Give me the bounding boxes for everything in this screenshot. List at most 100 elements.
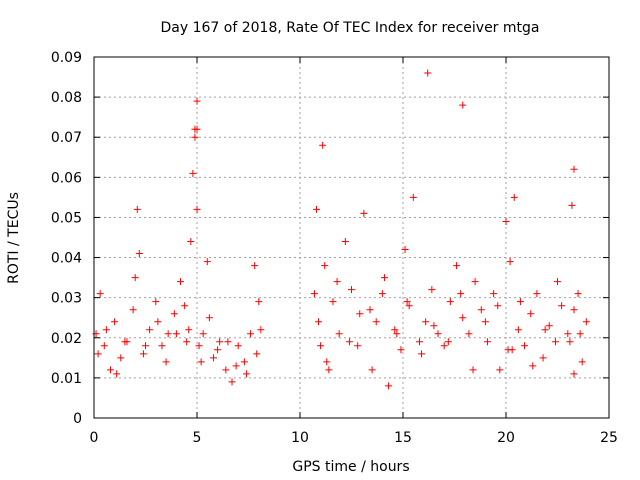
data-point [529, 362, 537, 370]
data-point [465, 330, 473, 338]
data-point [378, 290, 386, 298]
data-point [516, 298, 524, 306]
data-point [335, 330, 343, 338]
data-point [558, 302, 566, 310]
y-tick-label: 0.08 [51, 90, 82, 106]
data-point [170, 310, 178, 318]
data-point [368, 366, 376, 374]
data-point [329, 298, 337, 306]
data-point [424, 69, 432, 77]
data-point [393, 330, 401, 338]
data-point [154, 318, 162, 326]
data-point [533, 290, 541, 298]
data-point [356, 310, 364, 318]
data-point [94, 350, 102, 358]
data-point [372, 318, 380, 326]
data-point [181, 302, 189, 310]
grid-lines [94, 57, 609, 418]
data-point [228, 378, 236, 386]
data-point [251, 262, 259, 270]
y-tick-label: 0.05 [51, 210, 82, 226]
data-point [242, 370, 250, 378]
y-tick-label: 0.04 [51, 251, 82, 267]
data-point [106, 366, 114, 374]
x-tick-label: 15 [394, 430, 412, 446]
data-points [92, 69, 590, 390]
data-point [131, 274, 139, 282]
data-point [187, 238, 195, 246]
data-point [214, 346, 222, 354]
data-point [434, 330, 442, 338]
data-point [409, 193, 417, 201]
data-point [496, 366, 504, 374]
x-tick-label: 10 [291, 430, 309, 446]
data-point [494, 302, 502, 310]
data-point [415, 338, 423, 346]
data-point [471, 278, 479, 286]
data-point [96, 290, 104, 298]
data-point [403, 298, 411, 306]
x-tick-labels: 0 5 10 15 20 25 [90, 430, 618, 446]
data-point [197, 358, 205, 366]
data-point [446, 298, 454, 306]
data-point [405, 302, 413, 310]
data-point [422, 318, 430, 326]
data-point [440, 342, 448, 350]
data-point [185, 326, 193, 334]
data-point [152, 298, 160, 306]
data-point [158, 342, 166, 350]
data-point [360, 209, 368, 217]
data-point [253, 350, 261, 358]
chart-title: Day 167 of 2018, Rate Of TEC Index for r… [161, 20, 540, 36]
data-point [321, 262, 329, 270]
data-point [193, 125, 201, 133]
data-point [514, 326, 522, 334]
data-point [545, 322, 553, 330]
data-point [164, 330, 172, 338]
data-point [100, 342, 108, 350]
data-point [129, 306, 137, 314]
data-point [199, 330, 207, 338]
data-point [539, 354, 547, 362]
data-point [232, 362, 240, 370]
data-point [510, 193, 518, 201]
data-point [325, 366, 333, 374]
data-point [578, 358, 586, 366]
data-point [469, 366, 477, 374]
data-point [570, 370, 578, 378]
data-point [193, 97, 201, 105]
data-point [142, 342, 149, 350]
data-point [430, 322, 438, 330]
data-point [444, 338, 452, 346]
data-point [459, 101, 467, 109]
data-point [224, 338, 232, 346]
data-point [568, 201, 576, 209]
data-point [117, 354, 125, 362]
y-tick-label: 0.03 [51, 291, 82, 307]
data-point [574, 290, 582, 298]
data-point [477, 306, 485, 314]
data-point [310, 290, 318, 298]
data-point [139, 350, 147, 358]
y-tick-label: 0.07 [51, 130, 82, 146]
data-point [247, 330, 255, 338]
x-tick-label: 25 [600, 430, 618, 446]
y-axis-label: ROTI / TECUs [6, 192, 22, 284]
data-point [527, 310, 535, 318]
data-point [566, 338, 574, 346]
data-point [189, 169, 197, 177]
data-point [257, 326, 265, 334]
data-point [216, 338, 224, 346]
data-point [315, 318, 323, 326]
x-tick-label: 20 [497, 430, 515, 446]
y-tick-label: 0.02 [51, 331, 82, 347]
x-tick-label: 5 [193, 430, 202, 446]
data-point [133, 205, 141, 213]
x-tick-label: 0 [90, 430, 99, 446]
data-point [234, 342, 242, 350]
y-tick-label: 0 [73, 411, 82, 427]
data-point [121, 338, 129, 346]
data-point [570, 165, 578, 173]
data-point [240, 358, 248, 366]
data-point [521, 342, 529, 350]
